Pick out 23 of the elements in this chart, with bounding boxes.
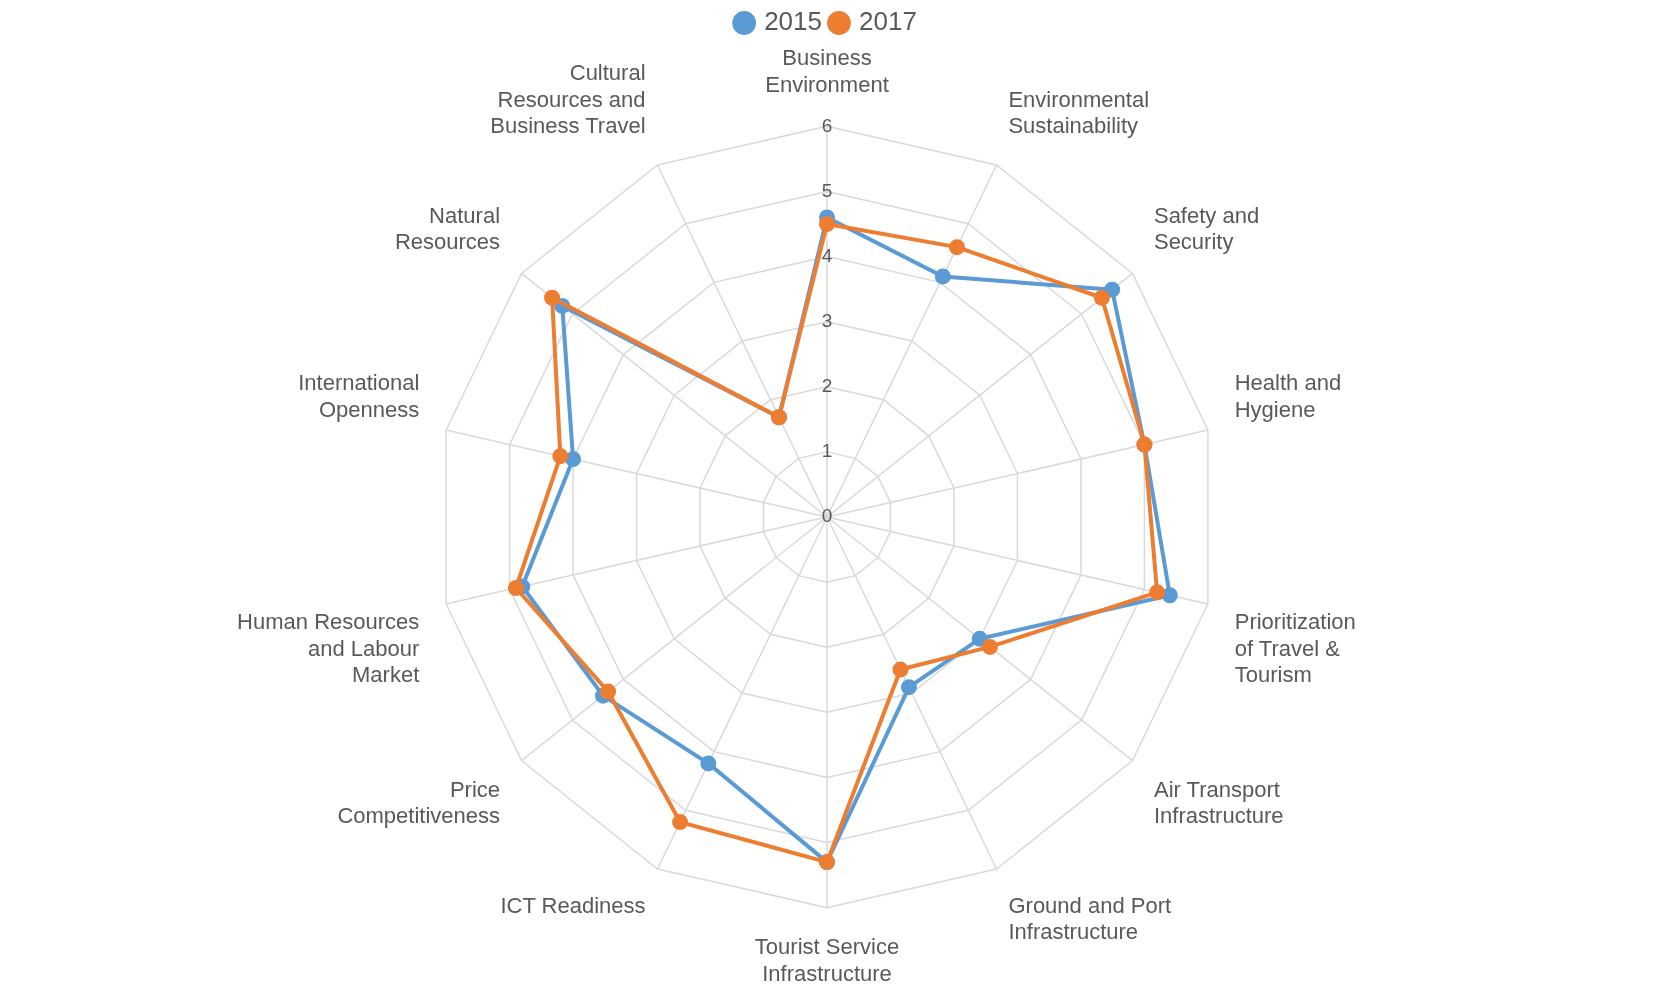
- y-tick-label: 0: [821, 505, 833, 527]
- spoke-label: Health and Hygiene: [1234, 370, 1342, 422]
- y-tick-label: 5: [821, 179, 833, 201]
- legend-label: 2015: [764, 6, 822, 37]
- spoke-label: Tourist Service Infrastructure: [754, 934, 900, 986]
- spoke-label: Environmental Sustainability: [1008, 86, 1150, 139]
- y-tick-label: 2: [821, 375, 833, 396]
- spoke-label: ICT Readiness: [500, 893, 646, 919]
- y-tick-label: 1: [821, 440, 833, 462]
- y-tick-label: 6: [821, 114, 833, 136]
- legend-label: 2017: [859, 6, 917, 37]
- spoke-label: Price Competitiveness: [337, 777, 501, 829]
- spoke-label: Business Environment: [765, 45, 889, 97]
- spoke-label: Human Resources and Labour Market: [237, 609, 420, 688]
- spoke-label: Natural Resources: [394, 202, 501, 255]
- y-tick-label: 3: [821, 309, 833, 331]
- y-tick-label: 4: [821, 244, 833, 266]
- spoke-label: Prioritization of Travel & Tourism: [1234, 609, 1356, 688]
- spoke-label: Air Transport Infrastructure: [1153, 777, 1284, 829]
- spoke-label: Cultural Resources and Business Travel: [490, 60, 646, 139]
- spoke-label: International Openness: [298, 370, 420, 422]
- spoke-label: Ground and Port Infrastructure: [1008, 893, 1172, 945]
- spoke-label: Safety and Security: [1153, 202, 1260, 255]
